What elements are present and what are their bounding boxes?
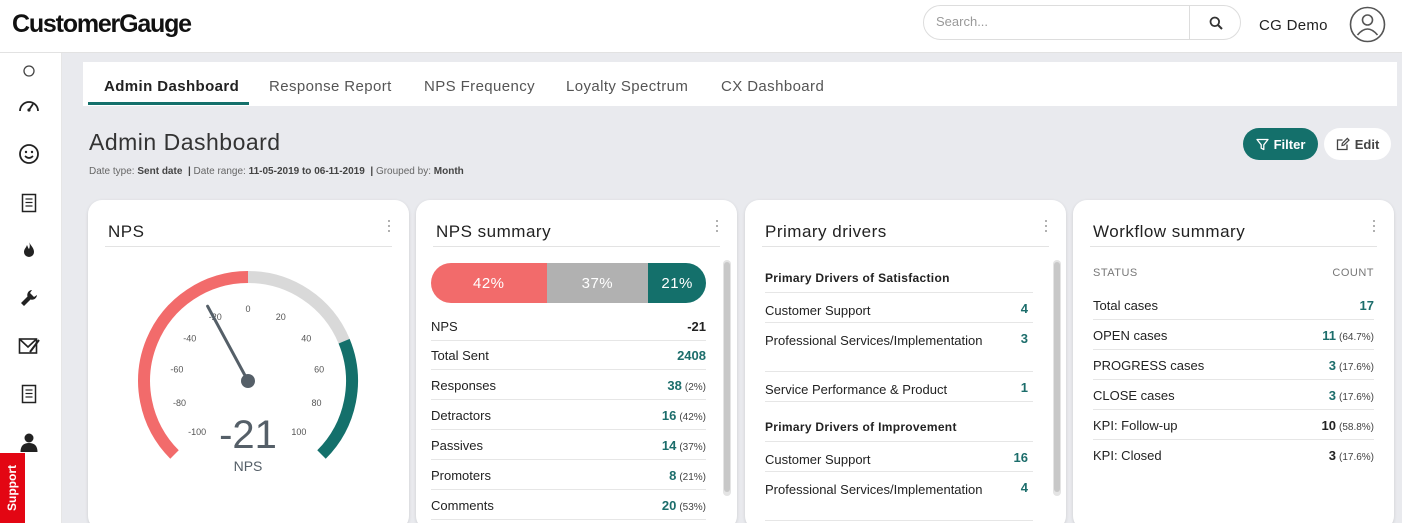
summary-row: Responses 38 (2%) bbox=[431, 370, 706, 400]
support-tab[interactable]: Support bbox=[0, 453, 25, 523]
nps-gauge: -100 -80 -60 -40 -20 0 20 40 60 80 100 -21 NPS bbox=[138, 271, 358, 474]
gauge-tick-label: 40 bbox=[301, 334, 311, 344]
app-logo[interactable]: CustomerGauge bbox=[12, 10, 192, 38]
card-title: Workflow summary bbox=[1093, 222, 1246, 241]
user-name[interactable]: CG Demo bbox=[1259, 17, 1328, 34]
edit-button[interactable]: Edit bbox=[1324, 128, 1391, 160]
smiley-icon[interactable] bbox=[17, 142, 41, 166]
report-meta: Date type: Sent date | Date range: 11-05… bbox=[89, 166, 464, 177]
card-menu-icon[interactable] bbox=[714, 219, 720, 233]
filter-icon bbox=[1255, 138, 1269, 150]
improvement-heading: Primary Drivers of Improvement bbox=[765, 420, 957, 434]
workflow-row: OPEN cases 11 (64.7%) bbox=[1093, 320, 1374, 350]
satisfaction-heading: Primary Drivers of Satisfaction bbox=[765, 271, 950, 285]
driver-row: Service Performance & Product 1 bbox=[765, 372, 1033, 402]
gauge-tick-label: -100 bbox=[188, 427, 206, 437]
summary-row: Promoters 8 (21%) bbox=[431, 460, 706, 490]
home-icon[interactable] bbox=[17, 59, 41, 83]
tab-cx-dashboard[interactable]: CX Dashboard bbox=[721, 78, 825, 95]
dashboard-gauge-icon[interactable] bbox=[17, 94, 41, 118]
document-icon[interactable] bbox=[17, 382, 41, 406]
workflow-row: KPI: Follow-up 10 (58.8%) bbox=[1093, 410, 1374, 440]
gauge-tick-label: -40 bbox=[183, 334, 196, 344]
gauge-tick-label: 100 bbox=[291, 427, 306, 437]
gauge-tick-label: -20 bbox=[209, 312, 222, 322]
gauge-tick-label: 80 bbox=[311, 398, 321, 408]
wrench-icon[interactable] bbox=[17, 286, 41, 310]
nps-score: -21 bbox=[219, 413, 277, 457]
top-bar: CustomerGauge CG Demo bbox=[0, 0, 1402, 53]
promoters-segment: 21% bbox=[648, 263, 706, 303]
driver-row: Professional Services/Implementation 3 bbox=[765, 323, 1033, 372]
gauge-tick-label: -80 bbox=[173, 398, 186, 408]
nps-distribution-bar: 42% 37% 21% bbox=[431, 263, 706, 303]
edit-icon bbox=[1336, 137, 1350, 151]
nps-caption: NPS bbox=[234, 458, 263, 474]
nps-card: NPS -100 -80 -60 -40 -20 0 20 40 60 80 100 -21 NPS bbox=[88, 200, 409, 523]
nps-summary-card: NPS summary 42% 37% 21% NPS -21 Total Se… bbox=[416, 200, 737, 523]
gauge-ticks: -100 -80 -60 -40 -20 0 20 40 60 80 100 bbox=[170, 304, 324, 437]
workflow-row: PROGRESS cases 3 (17.6%) bbox=[1093, 350, 1374, 380]
gauge-tick-label: 60 bbox=[314, 365, 324, 375]
report-icon[interactable] bbox=[17, 191, 41, 215]
tab-loyalty-spectrum[interactable]: Loyalty Spectrum bbox=[566, 78, 689, 95]
sidebar bbox=[0, 53, 62, 523]
tab-admin-dashboard[interactable]: Admin Dashboard bbox=[104, 78, 240, 95]
search-icon bbox=[1209, 16, 1223, 30]
card-menu-icon[interactable] bbox=[1371, 219, 1377, 233]
filter-button[interactable]: Filter bbox=[1243, 128, 1318, 160]
active-tab-indicator bbox=[88, 102, 249, 105]
summary-row: Passives 14 (37%) bbox=[431, 430, 706, 460]
fire-icon[interactable] bbox=[17, 238, 41, 262]
card-menu-icon[interactable] bbox=[386, 219, 392, 233]
search-button[interactable] bbox=[1189, 6, 1241, 39]
summary-row: Total Sent 2408 bbox=[431, 340, 706, 370]
card-title: NPS bbox=[108, 222, 145, 241]
primary-drivers-card: Primary drivers Primary Drivers of Satis… bbox=[745, 200, 1066, 523]
user-avatar-icon[interactable] bbox=[1349, 6, 1386, 43]
page-title: Admin Dashboard bbox=[89, 129, 281, 155]
scrollbar[interactable] bbox=[1053, 260, 1061, 496]
driver-row: Customer Support 16 bbox=[765, 441, 1033, 472]
summary-row: Comments 20 (53%) bbox=[431, 490, 706, 520]
workflow-row: Total cases 17 bbox=[1093, 290, 1374, 320]
gauge-tick-label: 0 bbox=[245, 304, 250, 314]
tab-bar: Admin Dashboard Response Report NPS Freq… bbox=[83, 62, 1397, 106]
gauge-detractor-segment bbox=[138, 271, 249, 459]
gauge-hub bbox=[241, 374, 255, 388]
tab-nps-frequency[interactable]: NPS Frequency bbox=[424, 78, 536, 95]
search-input[interactable] bbox=[936, 14, 1186, 29]
card-title: NPS summary bbox=[436, 222, 552, 241]
workflow-row: KPI: Closed 3 (17.6%) bbox=[1093, 448, 1374, 463]
card-menu-icon[interactable] bbox=[1043, 219, 1049, 233]
detractors-segment: 42% bbox=[431, 263, 547, 303]
summary-row: NPS -21 bbox=[431, 311, 706, 341]
workflow-summary-card: Workflow summary STATUS COUNT Total case… bbox=[1073, 200, 1394, 523]
search-box bbox=[923, 5, 1241, 40]
user-icon[interactable] bbox=[17, 430, 41, 454]
passives-segment: 37% bbox=[546, 263, 649, 303]
gauge-promoter-segment bbox=[317, 338, 358, 459]
email-campaign-icon[interactable] bbox=[17, 334, 41, 358]
scrollbar[interactable] bbox=[723, 260, 731, 496]
summary-row: Detractors 16 (42%) bbox=[431, 400, 706, 430]
tab-response-report[interactable]: Response Report bbox=[269, 78, 392, 95]
card-title: Primary drivers bbox=[765, 222, 887, 241]
workflow-row: CLOSE cases 3 (17.6%) bbox=[1093, 380, 1374, 410]
gauge-needle bbox=[206, 304, 250, 383]
driver-row: Customer Support 4 bbox=[765, 292, 1033, 323]
gauge-tick-label: -60 bbox=[170, 365, 183, 375]
gauge-passive-segment bbox=[247, 271, 350, 344]
gauge-tick-label: 20 bbox=[276, 312, 286, 322]
driver-row: Professional Services/Implementation 4 bbox=[765, 472, 1033, 521]
